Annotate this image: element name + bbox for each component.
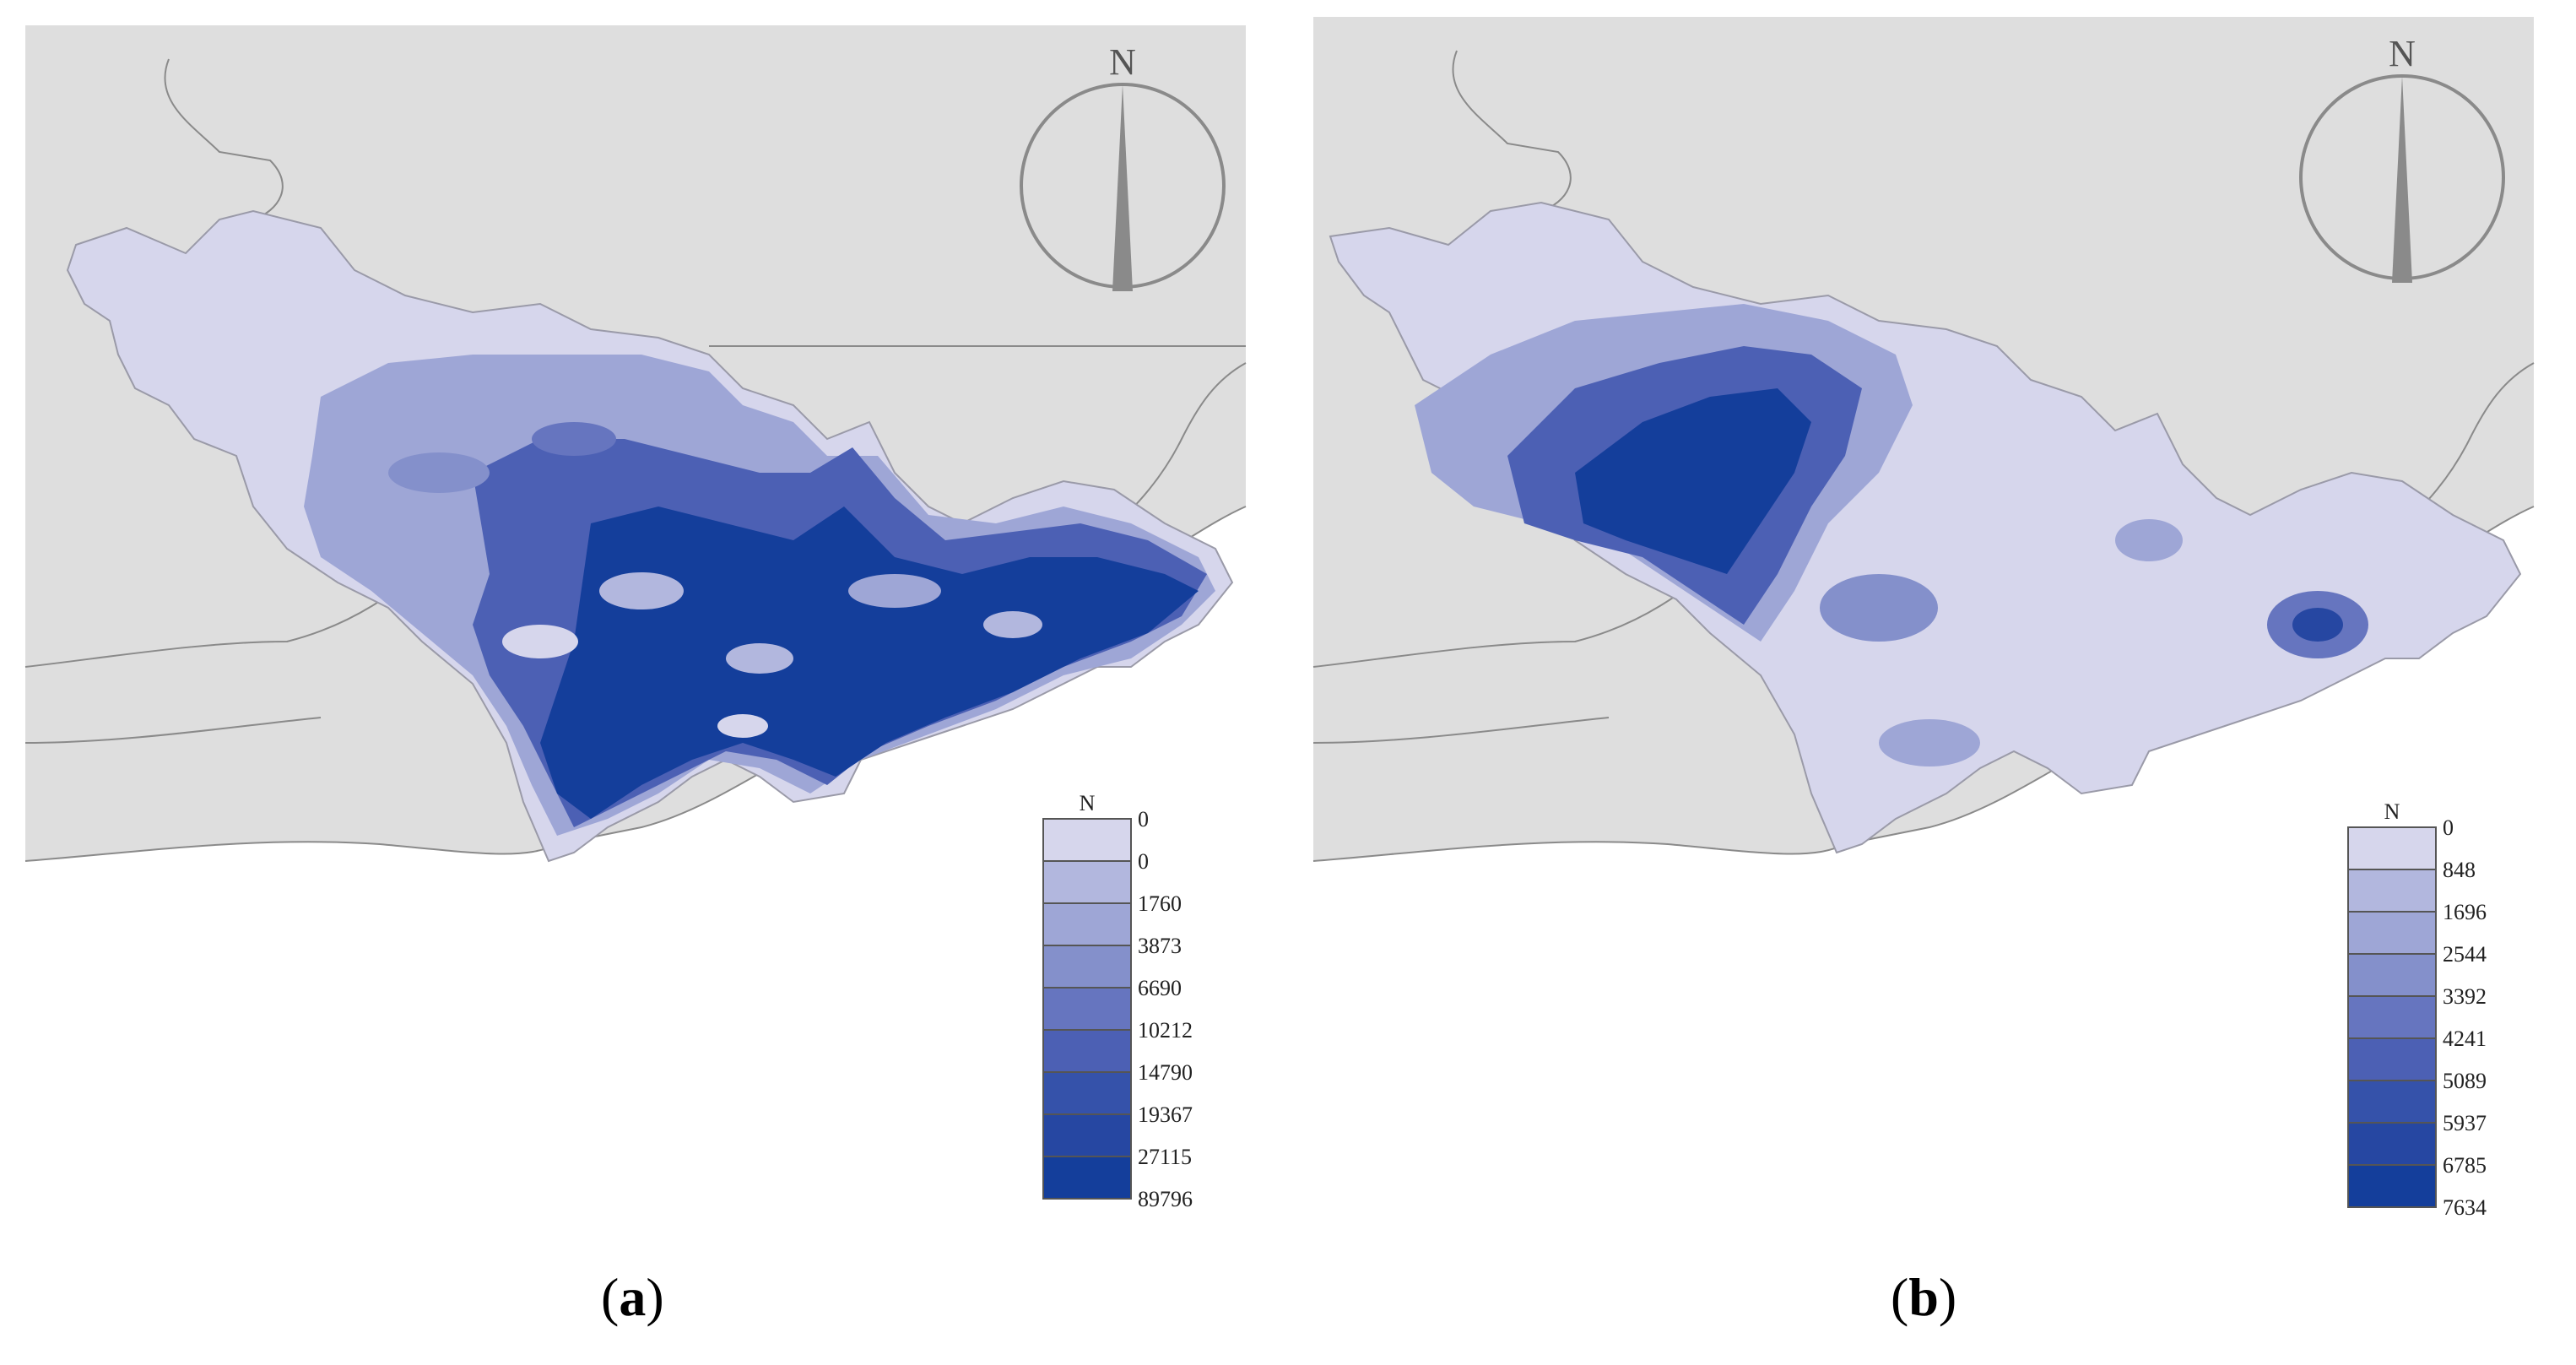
legend-a: N 0 0 1760 3873 6690 10212 14790 19367 27115 89796 — [1042, 791, 1193, 1211]
minor-zone — [1820, 574, 1938, 642]
legend-swatch — [2347, 869, 2437, 913]
legend-break-label: 7634 — [2443, 1195, 2487, 1220]
density-zone-darkest — [540, 506, 1199, 819]
legend-swatch — [1042, 945, 1132, 989]
light-patch — [726, 643, 793, 674]
legend-swatch — [1042, 1156, 1132, 1200]
legend-break-label: 6690 — [1138, 976, 1182, 1000]
light-patch — [388, 452, 490, 493]
legend-swatch — [1042, 818, 1132, 862]
legend-break-label: 1760 — [1138, 891, 1182, 916]
legend-swatch — [2347, 1037, 2437, 1081]
legend-break-label: 19367 — [1138, 1102, 1193, 1127]
legend-swatch — [2347, 995, 2437, 1039]
legend-break-label: 848 — [2443, 858, 2476, 882]
legend-swatch — [1042, 860, 1132, 904]
legend-b: N 0 848 1696 2544 3392 4241 5089 5937 6785 7634 — [2347, 799, 2487, 1220]
light-patch — [599, 572, 684, 609]
legend-swatch — [2347, 1164, 2437, 1208]
legend-break-label: 1696 — [2443, 900, 2487, 924]
legend-swatch — [2347, 1122, 2437, 1166]
minor-zone — [1879, 719, 1980, 766]
legend-break-label: 0 — [2443, 815, 2454, 840]
caption-b-letter: b — [1908, 1267, 1939, 1327]
border-lines — [24, 58, 1247, 744]
sea-area — [1313, 506, 2534, 1114]
legend-break-label: 14790 — [1138, 1060, 1193, 1085]
compass-north-label: N — [1109, 41, 1136, 83]
legend-swatch — [1042, 987, 1132, 1031]
legend-break-label: 3392 — [2443, 984, 2487, 1009]
north-arrow-compass: N — [2299, 33, 2505, 283]
legend-swatch — [2347, 953, 2437, 997]
legend-swatch — [2347, 911, 2437, 955]
legend-swatch — [1042, 1113, 1132, 1157]
legend-break-label: 2544 — [2443, 942, 2487, 967]
light-patch — [848, 574, 941, 608]
caption-b: (b) — [1891, 1267, 1957, 1327]
caption-a-letter: a — [619, 1267, 647, 1327]
light-patch — [502, 625, 578, 658]
legend-swatch — [2347, 1080, 2437, 1124]
map-b-canvas: N N 0 848 1696 2544 3392 4241 5089 5937 6785 7634 — [1312, 17, 2535, 1220]
compass-north-label: N — [2389, 33, 2416, 74]
legend-break-label: 5937 — [2443, 1111, 2487, 1135]
legend-break-label: 0 — [1138, 849, 1149, 874]
density-zone-darkest — [1575, 388, 1811, 574]
north-arrow-compass: N — [1020, 41, 1226, 291]
legend-break-label: 0 — [1138, 807, 1149, 831]
map-panel-a: N N 0 0 1760 3873 6690 10212 14790 19367 27115 897… — [24, 25, 1247, 1327]
map-a-canvas: N N 0 0 1760 3873 6690 10212 14790 19367 27115 897… — [24, 25, 1247, 1211]
minor-zone — [2115, 519, 2183, 561]
legend-swatch — [1042, 902, 1132, 946]
legend-title: N — [1080, 791, 1096, 815]
light-patch — [717, 714, 768, 738]
map-panel-b: N N 0 848 1696 2544 3392 4241 5089 5937 6785 7634 … — [1288, 0, 2576, 1365]
legend-break-label: 6785 — [2443, 1153, 2487, 1178]
legend-break-label: 3873 — [1138, 934, 1182, 958]
legend-swatch — [1042, 1029, 1132, 1073]
legend-break-label: 4241 — [2443, 1026, 2487, 1051]
light-patch — [983, 611, 1042, 638]
legend-title: N — [2384, 799, 2400, 824]
border-lines — [1312, 50, 2535, 744]
caption-a: (a) — [601, 1267, 664, 1327]
light-patch — [532, 422, 616, 456]
sea-area — [25, 506, 1246, 1114]
legend-swatch — [2347, 826, 2437, 870]
hotspot-southeast-core — [2292, 608, 2343, 642]
legend-break-label: 10212 — [1138, 1018, 1193, 1043]
legend-break-label: 5089 — [2443, 1069, 2487, 1093]
legend-break-label: 89796 — [1138, 1187, 1193, 1211]
legend-break-label: 27115 — [1138, 1145, 1192, 1169]
legend-swatch — [1042, 1071, 1132, 1115]
